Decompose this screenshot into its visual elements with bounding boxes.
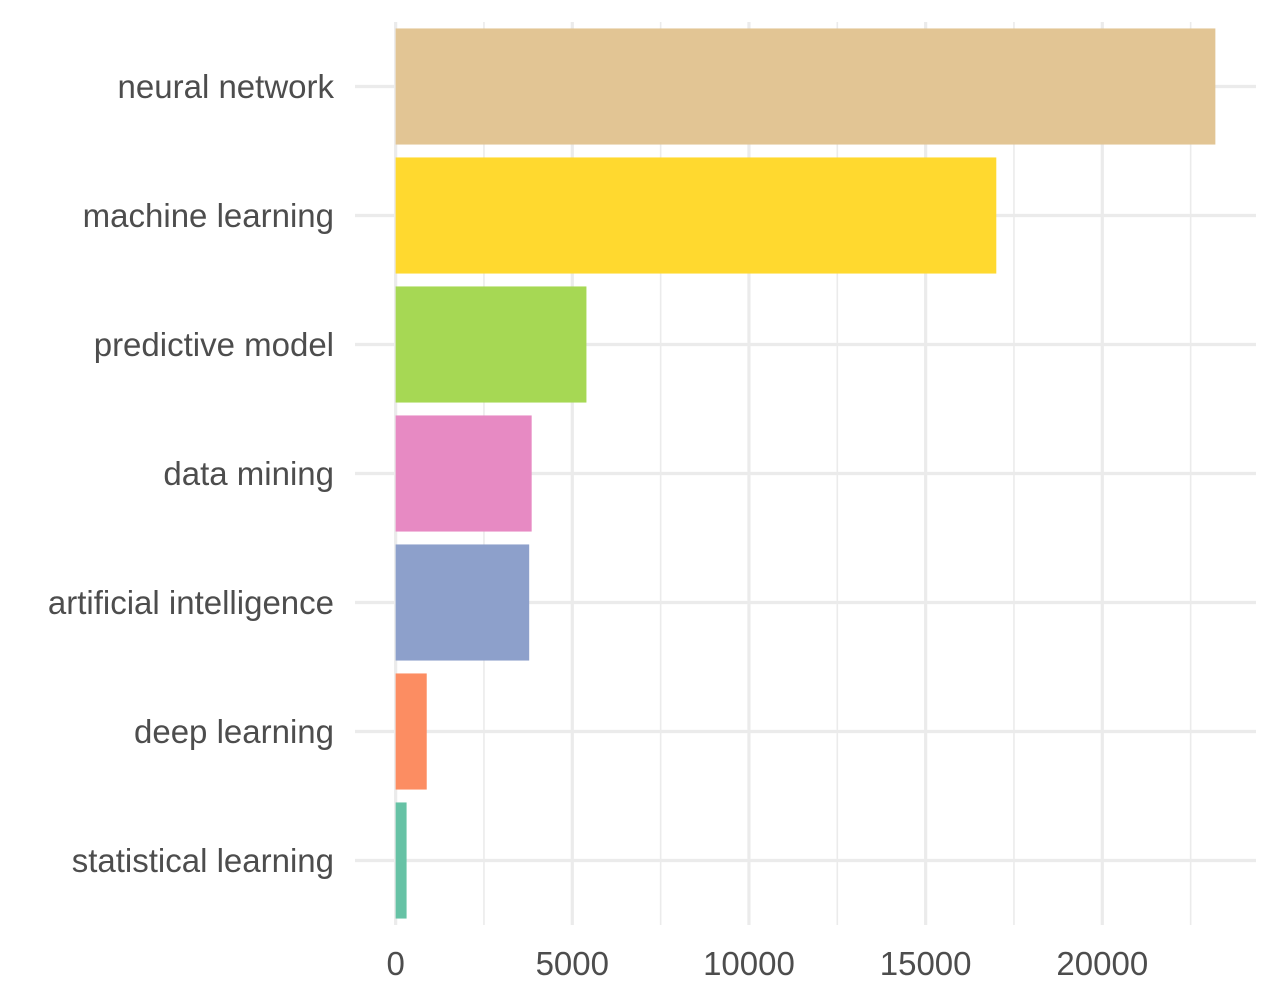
bar [396, 802, 407, 918]
y-axis-label: statistical learning [72, 842, 334, 879]
y-axis-label: predictive model [94, 326, 334, 363]
y-axis-label: machine learning [83, 197, 334, 234]
x-axis-tick-label: 15000 [880, 945, 972, 982]
y-axis-label: data mining [163, 455, 334, 492]
y-axis-labels: neural network machine learning predictive… [48, 68, 335, 879]
x-axis-tick-label: 10000 [703, 945, 795, 982]
bar [396, 286, 587, 402]
x-axis-tick-label: 20000 [1056, 945, 1148, 982]
y-axis-label: deep learning [134, 713, 334, 750]
bar [396, 157, 997, 273]
y-axis-label: artificial intelligence [48, 584, 334, 621]
bar [396, 673, 427, 789]
bar [396, 544, 530, 660]
y-axis-label: neural network [118, 68, 335, 105]
x-axis-tick-label: 5000 [536, 945, 609, 982]
bar [396, 28, 1216, 144]
bar [396, 415, 532, 531]
x-axis-tick-label: 0 [386, 945, 404, 982]
x-axis-tick-labels: 0 5000 10000 15000 20000 [386, 945, 1148, 982]
